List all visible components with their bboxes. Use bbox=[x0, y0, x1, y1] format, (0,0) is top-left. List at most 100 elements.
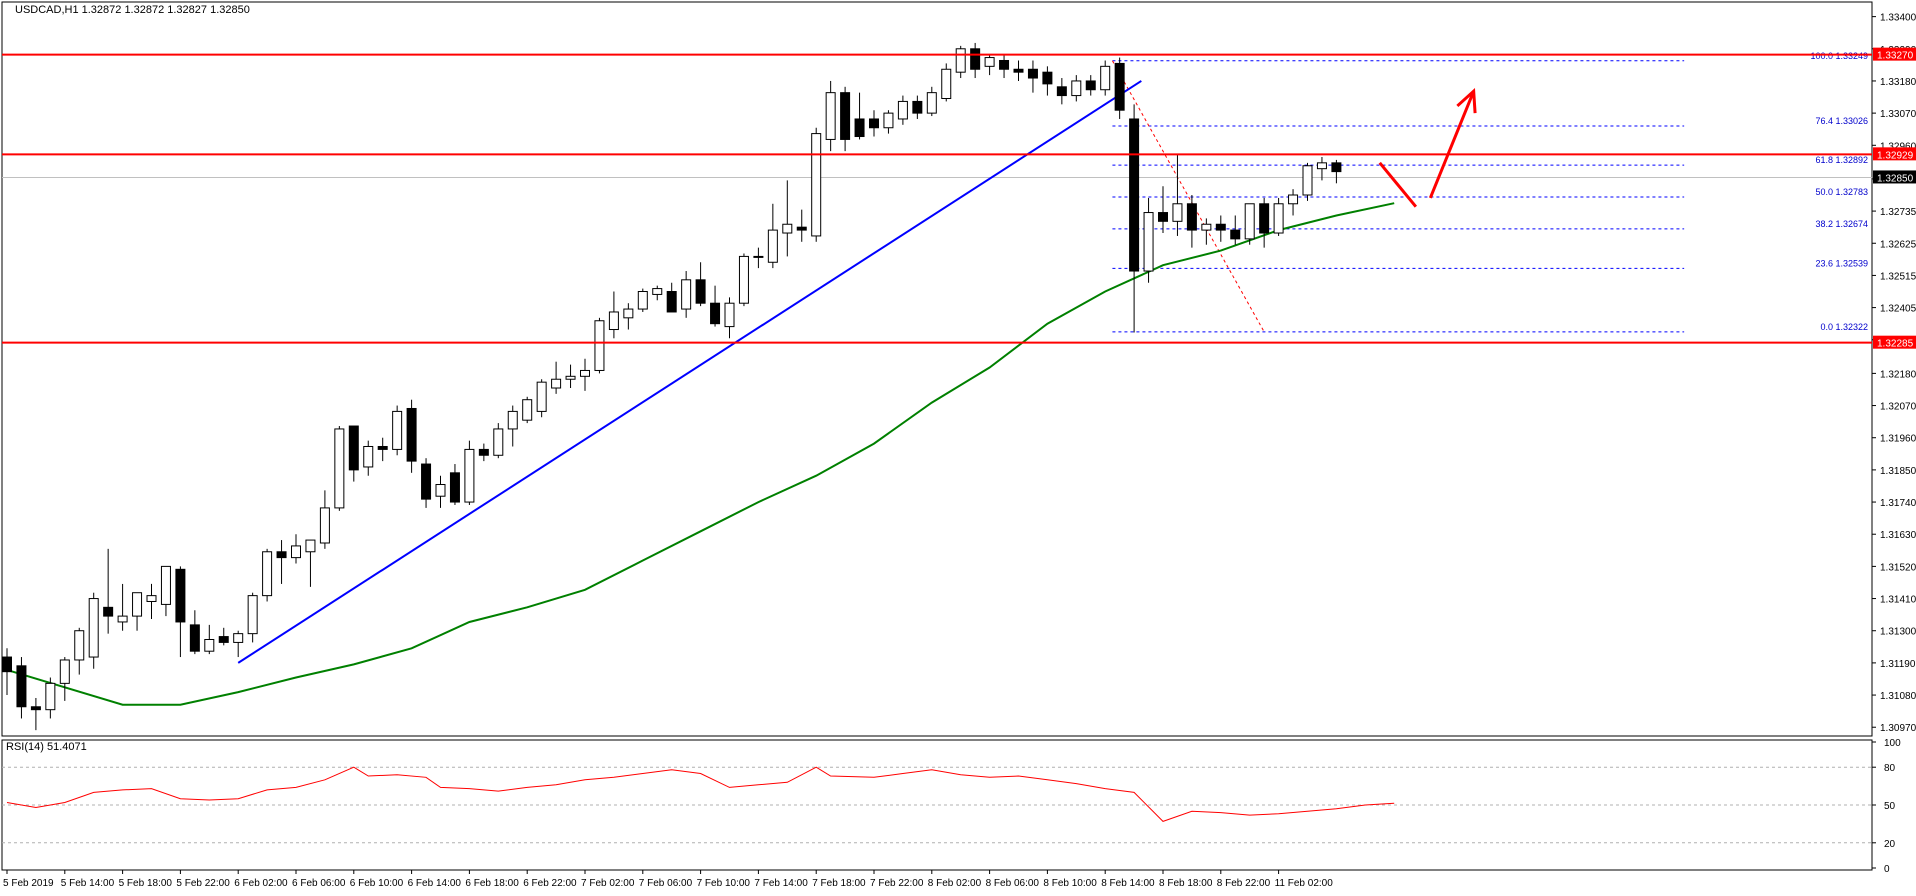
bullish-candle bbox=[493, 428, 504, 456]
bullish-candle bbox=[825, 92, 836, 140]
bearish-candle bbox=[478, 448, 489, 456]
bullish-candle bbox=[580, 369, 590, 377]
bearish-candle bbox=[1114, 62, 1125, 111]
time-tick-label: 5 Feb 2019 bbox=[3, 878, 54, 889]
bearish-candle bbox=[449, 472, 460, 503]
bullish-candle bbox=[897, 100, 908, 120]
bearish-candle bbox=[218, 636, 229, 643]
trend-line bbox=[237, 80, 1142, 664]
symbol-header: USDCAD,H1 1.32872 1.32872 1.32827 1.3285… bbox=[15, 4, 250, 16]
up-arrow-head bbox=[1456, 87, 1477, 114]
rsi-tick-label: 20 bbox=[1884, 839, 1896, 850]
time-tick-label: 7 Feb 02:00 bbox=[581, 878, 635, 889]
bearish-candle bbox=[912, 100, 923, 114]
bullish-candle bbox=[1172, 203, 1183, 222]
bullish-candle bbox=[160, 565, 171, 605]
bearish-candle bbox=[2, 656, 12, 673]
bullish-candle bbox=[132, 592, 143, 617]
price-tick-label: 1.33400 bbox=[1880, 13, 1916, 24]
bullish-candle bbox=[1071, 80, 1082, 97]
price-tick-label: 1.31630 bbox=[1880, 530, 1916, 541]
bullish-candle bbox=[1273, 203, 1284, 234]
key-level-tag bbox=[1873, 47, 1916, 61]
time-tick-label: 8 Feb 10:00 bbox=[1043, 878, 1097, 889]
rsi-tick-label: 100 bbox=[1884, 738, 1901, 749]
bullish-candle bbox=[233, 633, 244, 643]
price-panel-frame bbox=[1, 1, 1873, 737]
bearish-candle bbox=[30, 706, 41, 711]
bearish-candle bbox=[1215, 223, 1226, 231]
time-tick-label: 7 Feb 14:00 bbox=[754, 878, 808, 889]
price-tick-label: 1.32960 bbox=[1880, 141, 1916, 152]
time-tick-label: 6 Feb 18:00 bbox=[465, 878, 519, 889]
current-price-tag-label: 1.32850 bbox=[1877, 173, 1914, 184]
bullish-candle bbox=[262, 551, 273, 597]
bullish-candle bbox=[565, 375, 576, 380]
key-level-tag bbox=[1873, 335, 1916, 349]
bullish-candle bbox=[681, 279, 692, 310]
bearish-candle bbox=[377, 445, 388, 450]
price-panel: 1.334001.332901.331801.330701.329601.328… bbox=[1, 1, 1916, 737]
bearish-candle bbox=[1186, 203, 1197, 231]
bullish-candle bbox=[941, 68, 952, 100]
rsi-tick-label: 0 bbox=[1884, 864, 1890, 875]
bullish-candle bbox=[59, 659, 70, 684]
bullish-candle bbox=[536, 381, 547, 412]
bullish-candle bbox=[291, 545, 301, 559]
price-tick-label: 1.32405 bbox=[1880, 304, 1916, 315]
bullish-candle bbox=[984, 57, 995, 67]
bullish-candle bbox=[363, 445, 374, 468]
bearish-candle bbox=[406, 407, 417, 462]
bearish-candle bbox=[1230, 229, 1241, 240]
bullish-candle bbox=[883, 112, 894, 129]
bearish-candle bbox=[695, 279, 706, 304]
bullish-candle bbox=[637, 291, 648, 310]
bullish-candle bbox=[464, 448, 475, 503]
time-tick-label: 8 Feb 22:00 bbox=[1217, 878, 1271, 889]
price-tick-label: 1.32735 bbox=[1880, 207, 1916, 218]
price-tick-label: 1.31850 bbox=[1880, 466, 1916, 477]
bearish-candle bbox=[348, 425, 359, 471]
fib-level-label: 23.6 1.32539 bbox=[1815, 258, 1868, 268]
time-tick-label: 6 Feb 02:00 bbox=[234, 878, 288, 889]
rsi-tick-label: 50 bbox=[1884, 801, 1896, 812]
price-tick-label: 1.33070 bbox=[1880, 109, 1916, 120]
fib-level-label: 76.4 1.33026 bbox=[1815, 116, 1868, 126]
bearish-candle bbox=[189, 624, 200, 652]
bullish-candle bbox=[782, 223, 793, 234]
bullish-candle bbox=[1288, 194, 1299, 205]
bearish-candle bbox=[710, 302, 721, 325]
price-tick-label: 1.31080 bbox=[1880, 691, 1916, 702]
bullish-candle bbox=[1302, 165, 1313, 196]
time-tick-label: 5 Feb 18:00 bbox=[119, 878, 173, 889]
bullish-candle bbox=[738, 255, 749, 304]
key-level-tag-label: 1.32929 bbox=[1877, 150, 1914, 161]
rsi-tick-label: 80 bbox=[1884, 763, 1896, 774]
price-tick-label: 1.32180 bbox=[1880, 369, 1916, 380]
bullish-candle bbox=[204, 638, 215, 652]
down-arrow bbox=[1378, 161, 1418, 208]
time-tick-label: 11 Feb 02:00 bbox=[1275, 878, 1334, 889]
bullish-candle bbox=[319, 507, 330, 544]
rsi-header: RSI(14) 51.4071 bbox=[6, 741, 87, 753]
bearish-candle bbox=[666, 291, 677, 313]
time-tick-label: 6 Feb 22:00 bbox=[523, 878, 577, 889]
bearish-candle bbox=[16, 665, 27, 708]
rsi-panel: 5 Feb 2019 5 Feb 14:00 5 Feb 18:00 5 Feb 22… bbox=[1, 738, 1901, 889]
price-tick-label: 1.31410 bbox=[1880, 595, 1916, 606]
bullish-candle bbox=[1100, 65, 1111, 91]
bearish-candle bbox=[869, 118, 879, 129]
bullish-candle bbox=[724, 302, 735, 328]
price-tick-label: 1.33180 bbox=[1880, 77, 1916, 88]
bullish-candle bbox=[608, 311, 619, 331]
fib-level-label: 61.8 1.32892 bbox=[1815, 155, 1868, 165]
bullish-candle bbox=[88, 598, 99, 658]
bullish-candle bbox=[753, 255, 764, 258]
time-tick-label: 6 Feb 06:00 bbox=[292, 878, 346, 889]
time-tick-label: 8 Feb 06:00 bbox=[986, 878, 1040, 889]
fib-level-label: 38.2 1.32674 bbox=[1815, 219, 1868, 229]
bearish-candle bbox=[1013, 68, 1024, 73]
bearish-candle bbox=[999, 59, 1010, 70]
bearish-candle bbox=[1042, 71, 1053, 85]
bullish-candle bbox=[1316, 162, 1327, 170]
